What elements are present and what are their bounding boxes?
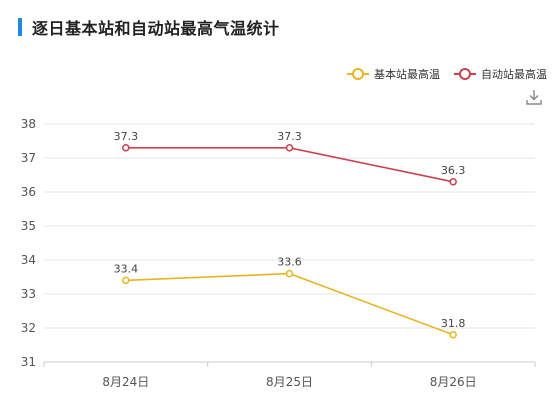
y-tick-label: 31 (21, 355, 36, 369)
x-tick-label: 8月25日 (266, 375, 313, 389)
data-point (285, 144, 294, 152)
data-point (122, 144, 130, 152)
data-label: 33.4 (114, 262, 139, 275)
chart-header: 逐日基本站和自动站最高气温统计 (18, 16, 280, 38)
legend-item-auto[interactable]: 自动站最高温 (454, 66, 547, 82)
data-point (122, 276, 130, 285)
x-tick-label: 8月26日 (430, 375, 477, 389)
y-tick-label: 34 (21, 253, 36, 267)
legend: 基本站最高温 自动站最高温 (347, 66, 547, 82)
y-tick-label: 37 (21, 151, 36, 165)
y-tick-label: 32 (21, 321, 36, 335)
series-line-2 (125, 147, 454, 183)
download-icon[interactable] (525, 88, 543, 106)
chart-title: 逐日基本站和自动站最高气温统计 (32, 19, 280, 38)
y-tick-label: 35 (21, 219, 36, 233)
title-accent-bar (18, 18, 22, 36)
y-tick-label: 36 (21, 185, 36, 199)
y-tick-label: 38 (21, 117, 36, 131)
data-label: 33.6 (277, 256, 302, 269)
data-label: 31.8 (441, 317, 466, 330)
legend-marker-auto (454, 68, 476, 80)
data-label: 37.3 (277, 130, 302, 143)
y-tick-label: 33 (21, 287, 36, 301)
data-point (449, 331, 457, 339)
data-label: 36.3 (441, 164, 466, 177)
data-point (285, 269, 294, 278)
legend-marker-basic (347, 68, 369, 80)
legend-label-auto: 自动站最高温 (481, 68, 547, 81)
legend-item-basic[interactable]: 基本站最高温 (347, 66, 440, 82)
legend-label-basic: 基本站最高温 (374, 68, 440, 81)
series-line-1 (125, 272, 454, 336)
x-tick-label: 8月24日 (102, 375, 149, 389)
data-point (449, 178, 457, 186)
data-label: 37.3 (114, 130, 139, 143)
